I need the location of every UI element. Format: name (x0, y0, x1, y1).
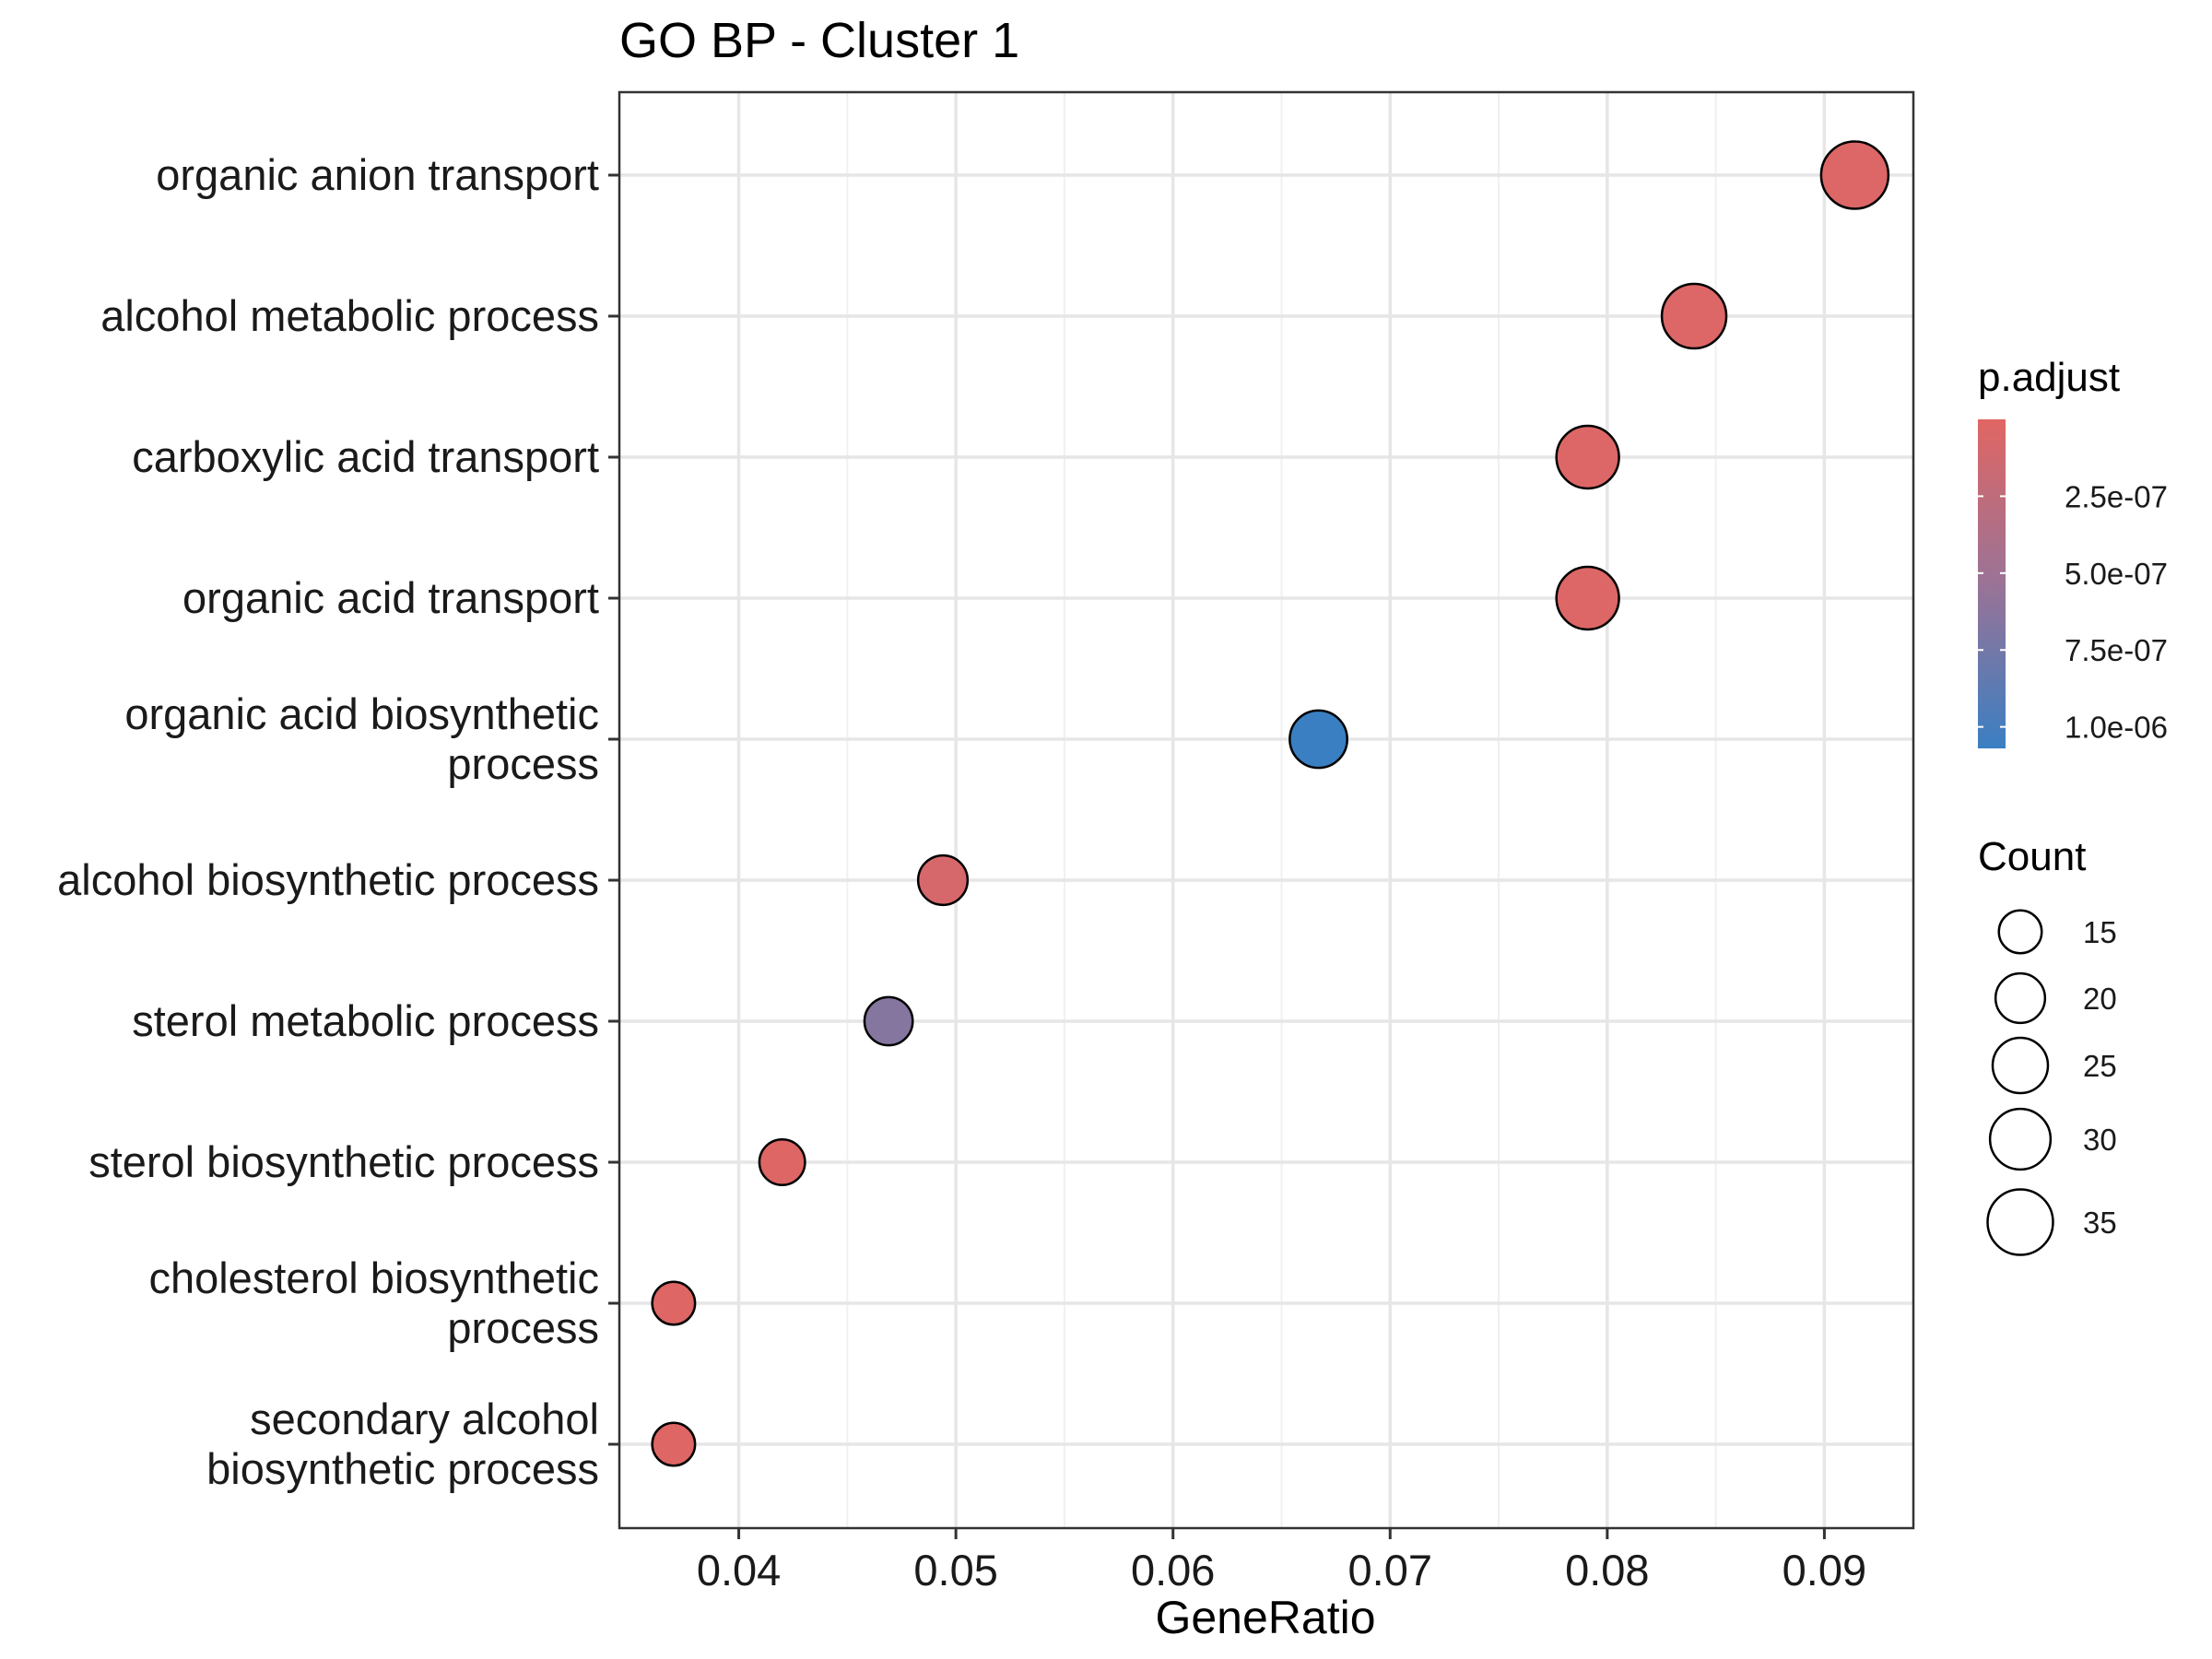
colorbar-label: 5.0e-07 (2065, 557, 2168, 591)
data-point (1288, 709, 1348, 770)
data-point (1660, 282, 1728, 350)
x-tick-label: 0.05 (913, 1546, 997, 1594)
y-category-label: sterol metabolic process (132, 996, 599, 1045)
y-category-label: alcohol biosynthetic process (57, 855, 599, 904)
y-category-label: carboxylic acid transport (132, 432, 599, 481)
data-point (1819, 140, 1890, 210)
count-legend-circle (1994, 971, 2047, 1025)
x-axis-title: GeneRatio (1155, 1592, 1375, 1643)
data-point (758, 1138, 806, 1186)
y-axis: organic anion transport alcohol metabolic… (57, 150, 619, 1493)
y-category-label: organic anion transport (156, 150, 599, 199)
data-point (651, 1421, 697, 1467)
y-category-label: secondary alcohol (250, 1394, 599, 1443)
data-point (1555, 565, 1620, 631)
y-category-label: organic acid transport (182, 573, 599, 622)
p-adjust-colorbar (1978, 419, 2006, 748)
colorbar-label: 7.5e-07 (2065, 633, 2168, 667)
count-legend-circle (1986, 1188, 2054, 1256)
colorbar-label: 2.5e-07 (2065, 479, 2168, 513)
p-adjust-legend-title: p.adjust (1978, 355, 2120, 400)
p-adjust-legend: p.adjust 2.5e-07 5.0e-07 7.5e-07 1.0e-06 (1978, 355, 2168, 748)
count-legend-label: 25 (2083, 1049, 2117, 1083)
data-point (916, 853, 970, 907)
x-tick-label: 0.04 (697, 1546, 781, 1594)
count-legend-circle (1991, 1036, 2050, 1095)
count-legend-label: 30 (2083, 1123, 2117, 1157)
x-tick-label: 0.08 (1565, 1546, 1649, 1594)
plot-border (618, 90, 1915, 1530)
y-category-label: process (447, 1303, 599, 1352)
count-legend: Count 15 20 25 30 35 (1978, 834, 2117, 1256)
x-tick-label: 0.07 (1348, 1546, 1432, 1594)
data-point (1555, 424, 1620, 490)
data-point (651, 1280, 697, 1326)
y-category-label: alcohol metabolic process (100, 291, 599, 340)
x-tick-label: 0.06 (1131, 1546, 1215, 1594)
plot-panel (618, 90, 1915, 1530)
chart-title: GO BP - Cluster 1 (619, 13, 1019, 68)
count-legend-circle (1988, 1107, 2053, 1171)
y-category-label: biosynthetic process (206, 1444, 599, 1493)
x-axis: 0.04 0.05 0.06 0.07 0.08 0.09 (697, 1528, 1866, 1594)
count-legend-title: Count (1978, 834, 2086, 879)
colorbar-label: 1.0e-06 (2065, 711, 2168, 745)
count-legend-label: 15 (2083, 915, 2117, 949)
y-category-label: cholesterol biosynthetic (148, 1253, 599, 1302)
x-tick-label: 0.09 (1783, 1546, 1866, 1594)
y-category-label: sterol biosynthetic process (88, 1137, 599, 1186)
y-category-label: process (447, 739, 599, 788)
count-legend-label: 20 (2083, 982, 2117, 1016)
y-category-label: organic acid biosynthetic (124, 689, 599, 738)
data-point (863, 995, 914, 1047)
count-legend-label: 35 (2083, 1206, 2117, 1240)
count-legend-circle (1997, 909, 2043, 955)
